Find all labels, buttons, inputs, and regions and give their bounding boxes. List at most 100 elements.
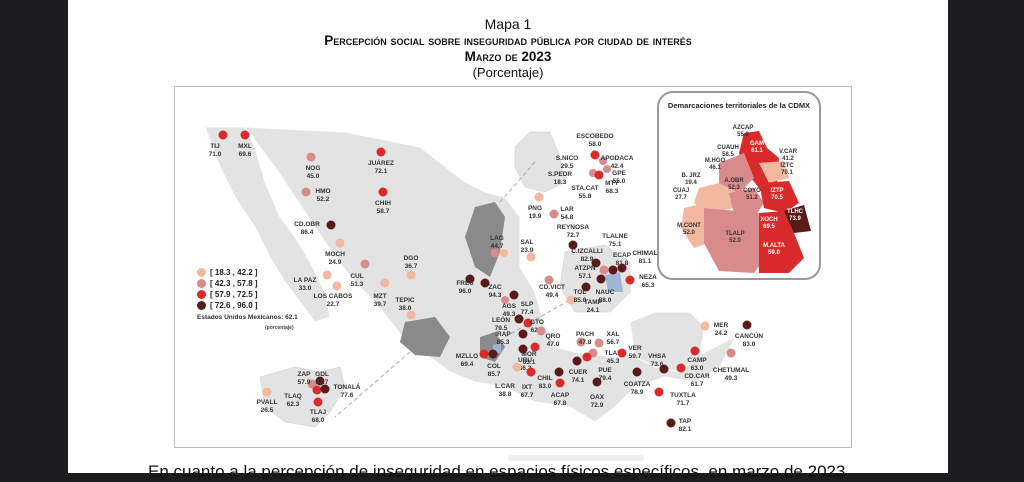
city-label-neza: NEZA 65.3	[639, 274, 657, 289]
city-dot	[332, 281, 342, 291]
city-label-mor: MOR 63.1	[521, 351, 537, 366]
city-dot	[666, 418, 676, 428]
city-dot	[301, 187, 311, 197]
national-value: Estados Unidos Mexicanos: 62.1	[197, 314, 298, 321]
district-coyo: COYO 51.2	[743, 188, 761, 201]
city-label-chih: CHIH 58.7	[375, 200, 391, 215]
district-cuauh: CUAUH 58.5	[717, 145, 739, 158]
city-dot	[326, 220, 336, 230]
city-dot	[335, 238, 345, 248]
city-dot	[594, 170, 604, 180]
city-dot	[360, 259, 370, 269]
city-label-pvall: PVALL 26.5	[256, 399, 278, 414]
city-label-ixt: IXT 67.7	[520, 384, 534, 399]
city-label-cdobr: CD.OBR 86.4	[294, 221, 320, 236]
city-dot	[596, 274, 606, 284]
body-paragraph: En cuanto a la percepción de inseguridad…	[148, 462, 846, 481]
city-label-mer: MER 24.2	[713, 322, 729, 337]
city-dot	[322, 270, 332, 280]
cdmx-inset-title: Demarcaciones territoriales de la CDMX	[667, 101, 811, 110]
district-tlalp: TLALP 52.0	[725, 231, 745, 244]
mexico-map-shape	[204, 126, 737, 428]
city-label-dgo: DGO 36.7	[403, 255, 419, 270]
city-dot	[576, 337, 586, 347]
city-label-lapaz: LA PAZ 33.0	[293, 277, 317, 292]
city-dot	[592, 377, 602, 387]
city-label-chetumal: CHETUMAL 49.3	[712, 367, 750, 382]
city-label-pach: PACH 47.8	[576, 331, 594, 346]
city-dot	[315, 376, 325, 386]
map-number: Mapa 1	[484, 16, 532, 32]
city-dot	[599, 265, 609, 275]
legend-swatch-icon	[197, 301, 206, 310]
district-xoch: XOCH 69.5	[760, 217, 778, 230]
city-dot	[526, 252, 536, 262]
city-label-cdvict: CD.VICT 49.4	[539, 284, 565, 299]
city-dot	[554, 367, 564, 377]
city-dot	[218, 130, 228, 140]
city-label-lar: LAR 54.8	[560, 206, 574, 221]
city-dot	[659, 364, 669, 374]
city-label-loscabos: LOS CABOS 22.7	[313, 293, 353, 308]
city-dot	[479, 349, 489, 359]
city-label-atzpn: ATZPN 57.1	[574, 265, 596, 280]
city-dot	[582, 352, 592, 362]
city-dot	[590, 150, 600, 160]
city-dot	[376, 147, 386, 157]
city-dot	[625, 275, 635, 285]
city-label-tap: TAP 82.1	[678, 418, 692, 433]
city-label-mzllo: MZLLO 69.4	[455, 353, 479, 368]
city-label-tepic: TEPIC 38.0	[395, 297, 415, 312]
city-dot	[262, 387, 272, 397]
district-mcont: M.CONT 52.0	[677, 223, 701, 236]
cdmx-inset: Demarcaciones territoriales de la CDMX A…	[657, 91, 821, 280]
city-dot	[700, 321, 710, 331]
horizontal-scrollbar[interactable]	[508, 455, 644, 461]
city-label-irap: IRAP 85.3	[495, 331, 511, 346]
city-dot	[654, 387, 664, 397]
city-label-tlax: TLAX 45.3	[604, 350, 622, 365]
city-label-tamp: TAMP 24.1	[584, 299, 602, 314]
city-dot	[632, 367, 642, 377]
map-title-block: Mapa 1 Percepción social sobre insegurid…	[68, 16, 948, 80]
city-dot	[480, 278, 490, 288]
city-dot	[603, 165, 611, 173]
city-label-tonala: TONALÁ 77.6	[333, 384, 361, 399]
city-label-qro: QRO 47.0	[545, 333, 561, 348]
city-label-camp: CAMP 63.0	[687, 357, 707, 372]
city-label-snico: S.NICO 29.5	[555, 155, 579, 170]
city-label-fres: FRES 96.0	[456, 280, 474, 295]
city-dot	[534, 192, 544, 202]
map-period: Marzo de 2023	[464, 49, 552, 64]
city-dot	[406, 310, 416, 320]
national-unit: (porcentaje)	[265, 325, 294, 331]
city-dot	[544, 275, 554, 285]
city-dot	[589, 169, 597, 177]
district-mhgo: M.HGO 46.1	[704, 158, 726, 171]
legend-swatch-icon	[197, 279, 206, 288]
city-label-sal: SAL 23.9	[520, 239, 534, 254]
city-dot	[488, 349, 498, 359]
city-dot	[591, 258, 601, 268]
city-label-png: PNG 19.9	[527, 205, 543, 220]
district-iztp: IZTP 70.5	[770, 188, 784, 201]
city-dot	[378, 187, 388, 197]
city-dot	[518, 344, 528, 354]
legend-swatch-icon	[197, 290, 206, 299]
city-dot	[617, 263, 627, 273]
city-dot	[380, 278, 390, 288]
city-dot	[465, 274, 475, 284]
city-label-nog: NOG 45.0	[305, 165, 321, 180]
legend-row: [ 18.3 , 42.2 ]	[197, 267, 258, 278]
city-dot	[406, 270, 416, 280]
city-label-tlaq: TLAQ 62.3	[284, 393, 302, 408]
city-label-lag: LAG 44.7	[490, 235, 504, 250]
city-label-xal: XAL 56.7	[606, 331, 620, 346]
city-dot	[312, 385, 322, 395]
legend-row: [ 42.3 , 57.8 ]	[197, 278, 258, 289]
city-label-vhsa: VHSA 73.6	[647, 353, 667, 368]
district-iztc: IZTC 70.1	[780, 163, 794, 176]
district-azcap: AZCAP 55.8	[732, 125, 754, 138]
city-label-hmo: HMO 52.2	[315, 188, 331, 203]
district-gam: GAM 61.1	[750, 141, 764, 154]
